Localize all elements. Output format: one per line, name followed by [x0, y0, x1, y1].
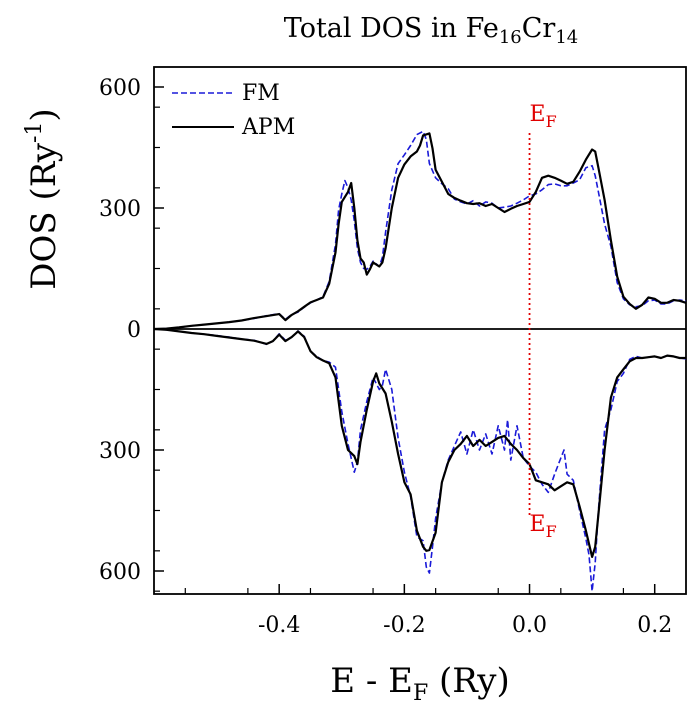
series-fm-down [153, 328, 687, 593]
axis-tick-labels: -0.4 -0.2 0.0 0.2 0 300 600 300 600 [99, 76, 672, 638]
y-axis-label-post: ) [24, 108, 64, 121]
legend-label-fm: FM [242, 81, 280, 106]
fermi-label-bottom-sub: F [546, 522, 557, 541]
series-apm-down [153, 327, 686, 559]
title-mid: Cr [522, 13, 556, 44]
title-sub-1: 16 [499, 27, 522, 48]
y-axis-label-pre: DOS (Ry [24, 142, 64, 290]
x-axis-label: E - EF (Ry) [330, 661, 510, 702]
y-tick-label: 600 [99, 76, 141, 101]
fermi-label-top-sub: F [546, 112, 557, 131]
y-axis-label: DOS (Ry-1) [22, 108, 64, 289]
fermi-label-top-main: E [530, 102, 546, 127]
chart-title: Total DOS in Fe16Cr14 [284, 13, 578, 48]
y-axis-label-sup: -1 [22, 122, 47, 143]
x-axis-label-sub: F [413, 681, 428, 702]
legend: FM APM [172, 81, 295, 140]
y-tick-label: 300 [99, 439, 141, 464]
fermi-label-bottom-main: E [530, 512, 546, 537]
x-tick-label: 0.0 [512, 613, 547, 638]
y-tick-label: 600 [99, 560, 141, 585]
title-main: Total DOS in Fe [284, 13, 499, 44]
axis-ticks [154, 86, 656, 594]
x-axis-label-post: (Ry) [428, 661, 510, 701]
legend-label-apm: APM [241, 115, 295, 140]
title-sub-2: 14 [555, 27, 578, 48]
y-tick-label: 300 [99, 197, 141, 222]
x-axis-label-pre: E - E [330, 661, 413, 701]
fermi-label-top: EF [530, 102, 557, 131]
plot-frame [153, 66, 687, 595]
x-tick-label: 0.2 [637, 613, 672, 638]
x-tick-label: -0.2 [383, 613, 425, 638]
series-layer [153, 130, 687, 593]
y-tick-label: 0 [127, 318, 141, 343]
fermi-label-bottom: EF [530, 512, 557, 541]
series-fm-up [153, 130, 687, 330]
series-apm-up [153, 132, 687, 331]
x-tick-label: -0.4 [258, 613, 300, 638]
